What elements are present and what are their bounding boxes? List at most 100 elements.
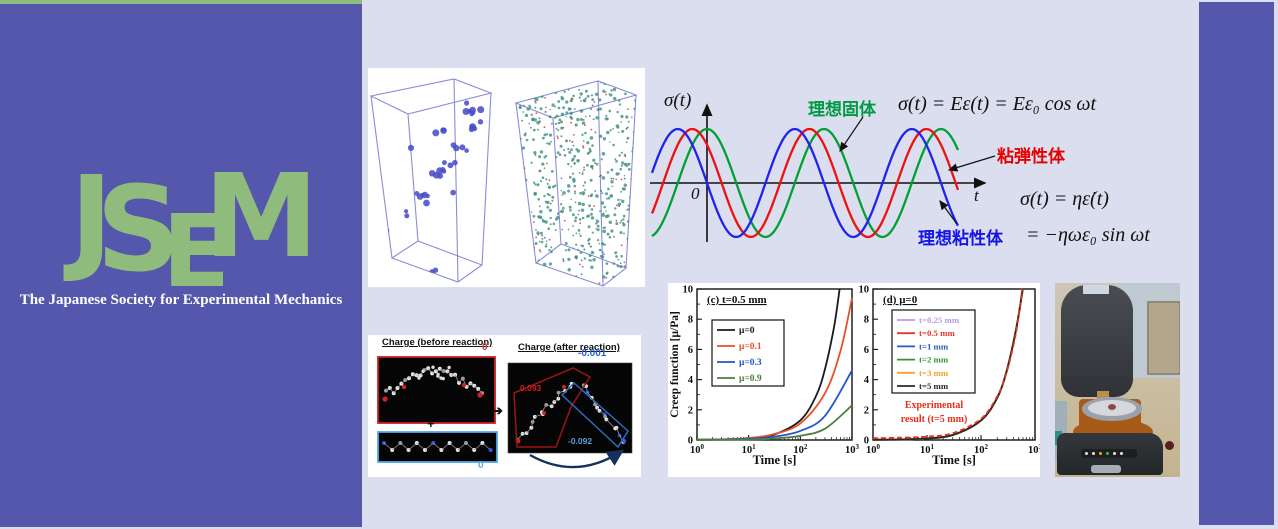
equation-viscous-2: = −ηωε₀ sin ωt bbox=[1026, 224, 1150, 246]
plus-sign: + bbox=[427, 416, 435, 431]
y-tick-label: 0 bbox=[688, 436, 693, 447]
legend-label: μ=0.3 bbox=[739, 358, 762, 368]
charge-reaction-graphic bbox=[377, 356, 633, 469]
y-axis-title: Creep function [μ/Pa] bbox=[669, 311, 681, 418]
photo-window bbox=[1147, 301, 1180, 375]
legend-label: t=1 mm bbox=[919, 341, 949, 351]
label-viscoelastic: 粘弾性体 bbox=[997, 147, 1065, 166]
indicator-light-6 bbox=[1120, 452, 1123, 455]
wave-curve-ideal-solid bbox=[651, 127, 960, 239]
x-tick-label: 103 bbox=[845, 443, 860, 456]
x-axis-title: Time [s] bbox=[932, 453, 976, 467]
legend-label: t=3 mm bbox=[919, 368, 949, 378]
charge-before-title: Charge (before reaction) bbox=[382, 337, 493, 348]
charge-before-bottom-value: 0 bbox=[478, 460, 484, 471]
plot-title: (d) μ=0 bbox=[883, 294, 918, 306]
left-simulation-box bbox=[369, 78, 493, 283]
y-tick-label: 6 bbox=[688, 345, 693, 356]
x-tick-label: 101 bbox=[742, 443, 757, 456]
charge-after-blue-value: -0.092 bbox=[568, 436, 593, 446]
indicator-light-4 bbox=[1106, 452, 1109, 455]
rheometer-indicator-bar bbox=[1081, 449, 1137, 458]
x-tick-label: 100 bbox=[690, 443, 705, 456]
y-tick-label: 2 bbox=[864, 405, 869, 416]
indicator-light-1 bbox=[1085, 452, 1088, 455]
y-tick-label: 4 bbox=[864, 375, 870, 386]
logo-letter-s: S bbox=[96, 160, 181, 298]
rheometer-head-label bbox=[1083, 285, 1109, 294]
label-ideal-viscous: 理想粘性体 bbox=[918, 229, 1003, 248]
amine-molecule bbox=[382, 441, 493, 452]
indicator-light-5 bbox=[1113, 452, 1116, 455]
after-red-region-outline bbox=[513, 367, 592, 448]
series-t=5mm bbox=[872, 288, 1024, 441]
plot-creep_d: 0 2 4 6 8 10 100 101 102 103 Time [s] (d) μ=0t=0.25… bbox=[859, 285, 1043, 468]
rheometer-photo bbox=[1055, 283, 1180, 477]
logo-letter-m: M bbox=[204, 150, 318, 284]
y-tick-label: 0 bbox=[864, 436, 869, 447]
rheometer-sample-dot bbox=[1108, 404, 1116, 410]
annotation-arrow-0 bbox=[839, 116, 864, 152]
jsem-logo: J S E M bbox=[63, 150, 318, 300]
transfer-arc-arrow bbox=[529, 449, 625, 469]
left-box-particles bbox=[371, 100, 485, 275]
right-accent-column bbox=[1199, 2, 1274, 525]
legend-label: t=0.5 mm bbox=[919, 328, 955, 338]
charge-after-total-value: -0.001 bbox=[578, 348, 607, 359]
brand-panel: J S E M The Japanese Society for Experim… bbox=[0, 0, 362, 527]
charge-before-top-value: 0 bbox=[482, 342, 488, 353]
label-ideal-solid: 理想固体 bbox=[808, 100, 876, 119]
photo-red-knob bbox=[1165, 441, 1174, 450]
top-green-strip bbox=[0, 0, 362, 4]
legend-label: t=0.25 mm bbox=[919, 315, 960, 325]
wave-curve-ideal-viscous bbox=[650, 127, 960, 239]
wave-origin-label: 0 bbox=[691, 184, 700, 203]
y-tick-label: 10 bbox=[859, 285, 870, 296]
series-mu=0.9 bbox=[696, 404, 853, 441]
legend-label: μ=0.9 bbox=[739, 374, 762, 384]
rheometer-front-button bbox=[1091, 465, 1121, 473]
charge-reaction-figure: Charge (before reaction) Charge (after r… bbox=[368, 335, 641, 477]
charge-after-red-value: 0.093 bbox=[520, 383, 542, 393]
indicator-light-2 bbox=[1092, 452, 1095, 455]
plot-title: (c) t=0.5 mm bbox=[707, 294, 767, 306]
x-tick-label: 101 bbox=[920, 443, 935, 456]
y-tick-label: 8 bbox=[864, 315, 869, 326]
rheometer-head bbox=[1061, 285, 1133, 397]
y-tick-label: 6 bbox=[864, 345, 869, 356]
x-tick-label: 100 bbox=[866, 443, 881, 456]
series-experimental t=5mm bbox=[872, 288, 1024, 440]
x-tick-label: 102 bbox=[974, 443, 989, 456]
reaction-arrow-icon: ➔ bbox=[492, 403, 503, 418]
indicator-light-3 bbox=[1099, 452, 1102, 455]
annotation-line: result (t=5 mm) bbox=[901, 414, 968, 425]
legend-label: μ=0 bbox=[739, 326, 755, 336]
wave-curve-viscoelastic bbox=[650, 127, 960, 239]
plot-creep_c: 0 2 4 6 8 10 100 101 102 103 Time [s] Creep functio… bbox=[669, 285, 860, 468]
stress-wave-plot bbox=[650, 103, 996, 242]
y-tick-label: 2 bbox=[688, 405, 693, 416]
annotation-line: Experimental bbox=[905, 400, 964, 411]
molecular-boxes-graphic bbox=[369, 78, 638, 287]
x-tick-label: 102 bbox=[793, 443, 808, 456]
legend-box bbox=[711, 319, 785, 387]
y-tick-label: 10 bbox=[683, 285, 694, 296]
wave-y-axis-label: σ(t) bbox=[664, 90, 692, 111]
legend-label: μ=0.1 bbox=[739, 342, 762, 352]
x-axis-title: Time [s] bbox=[753, 453, 797, 467]
equation-elastic: σ(t) = Eε(t) = Eε₀ cos ωt bbox=[898, 93, 1097, 115]
legend-label: t=5 mm bbox=[919, 381, 949, 391]
annotation-arrow-2 bbox=[939, 200, 958, 225]
y-tick-label: 4 bbox=[688, 375, 694, 386]
legend-label: t=2 mm bbox=[919, 355, 949, 365]
after-blue-region-outline bbox=[560, 381, 629, 449]
charge-after-title: Charge (after reaction) bbox=[518, 342, 620, 353]
y-tick-label: 8 bbox=[688, 315, 693, 326]
logo-letter-j: J bbox=[63, 152, 113, 286]
after-molecule bbox=[515, 381, 627, 444]
epoxy-molecule bbox=[382, 365, 484, 402]
x-tick-label: 103 bbox=[1028, 443, 1040, 456]
annotation-arrow-1 bbox=[947, 155, 996, 172]
